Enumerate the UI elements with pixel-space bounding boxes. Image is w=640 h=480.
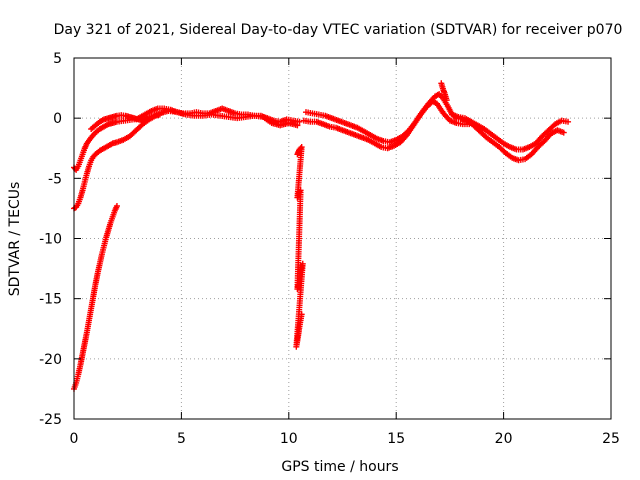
data-point bbox=[560, 129, 567, 136]
data-point bbox=[565, 118, 572, 125]
x-tick-label: 20 bbox=[495, 431, 513, 447]
chart-title: Day 321 of 2021, Sidereal Day-to-day VTE… bbox=[54, 22, 623, 38]
y-tick-label: -25 bbox=[39, 412, 62, 428]
series-mid-gap-dropout bbox=[293, 144, 306, 350]
data-point bbox=[297, 145, 304, 152]
data-point bbox=[298, 311, 305, 318]
x-tick-label: 25 bbox=[602, 431, 620, 447]
y-tick-label: 0 bbox=[53, 111, 62, 127]
axis-ticks bbox=[73, 57, 612, 420]
y-tick-label: -10 bbox=[39, 232, 62, 248]
series-evening-band-b bbox=[464, 117, 567, 164]
x-tick-label: 10 bbox=[280, 431, 298, 447]
x-axis-label: GPS time / hours bbox=[281, 459, 398, 475]
x-tick-label: 5 bbox=[177, 431, 186, 447]
x-tick-label: 0 bbox=[70, 431, 79, 447]
data-point bbox=[443, 97, 450, 104]
y-tick-label: -5 bbox=[48, 171, 62, 187]
series-steep-rising-arc bbox=[71, 203, 120, 392]
y-tick-label: 5 bbox=[53, 51, 62, 67]
x-tick-label: 15 bbox=[387, 431, 405, 447]
data-points bbox=[71, 80, 572, 392]
data-point bbox=[113, 203, 120, 210]
data-point bbox=[294, 122, 301, 129]
series-evening-spike bbox=[438, 80, 450, 104]
y-tick-label: -15 bbox=[39, 292, 62, 308]
series-lower-arc bbox=[71, 111, 163, 212]
y-tick-label: -20 bbox=[39, 352, 62, 368]
data-point bbox=[296, 188, 303, 195]
grid bbox=[74, 58, 611, 419]
series-main-band-b bbox=[139, 107, 301, 129]
y-tick-labels: 5 0 -5 -10 -15 -20 -25 bbox=[39, 51, 62, 428]
data-point bbox=[296, 118, 303, 125]
series-afternoon-band-b bbox=[300, 98, 473, 152]
x-tick-labels: 0 5 10 15 20 25 bbox=[70, 431, 620, 447]
y-axis-label: SDTVAR / TECUs bbox=[7, 182, 23, 297]
